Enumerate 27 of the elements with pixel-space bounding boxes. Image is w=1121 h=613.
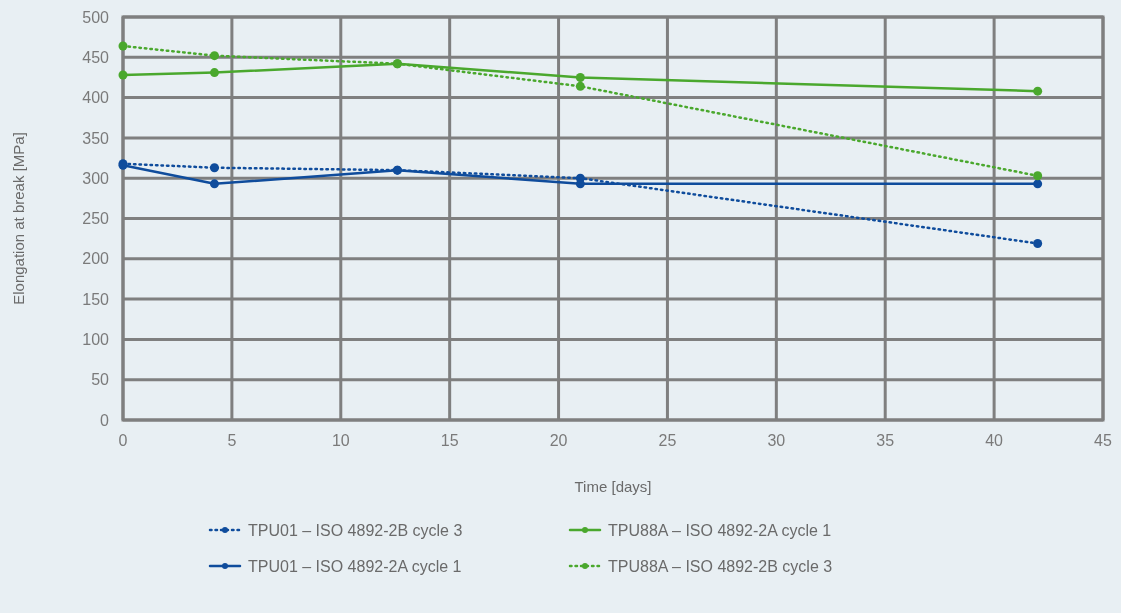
x-tick-label: 10 — [331, 432, 350, 449]
y-axis-title: Elongation at break [MPa] — [10, 132, 27, 305]
y-tick-label: 300 — [82, 169, 110, 187]
x-tick-label: 40 — [985, 432, 1004, 449]
legend-label: TPU88A – ISO 4892-2B cycle 3 — [608, 557, 833, 575]
legend-label: TPU01 – ISO 4892-2A cycle 1 — [248, 557, 462, 575]
x-axis-title: Time [days] — [574, 478, 652, 495]
y-tick-label: 50 — [91, 371, 110, 389]
y-tick-label: 350 — [82, 129, 110, 147]
y-tick-label: 150 — [82, 290, 110, 308]
y-tick-label: 400 — [82, 89, 110, 107]
y-tick-label: 450 — [82, 48, 110, 66]
y-tick-label: 200 — [82, 250, 110, 268]
y-tick-label: 0 — [100, 411, 110, 429]
y-tick-label: 250 — [82, 210, 110, 228]
x-tick-label: 35 — [876, 432, 895, 449]
x-tick-label: 45 — [1094, 432, 1112, 449]
x-tick-label: 25 — [658, 432, 677, 449]
legend-label: TPU01 – ISO 4892-2B cycle 3 — [248, 521, 463, 539]
x-tick-label: 5 — [227, 432, 237, 449]
y-tick-label: 500 — [82, 8, 110, 26]
x-tick-label: 0 — [118, 432, 128, 449]
y-tick-label: 100 — [82, 331, 110, 348]
x-tick-label: 20 — [549, 432, 568, 449]
legend-label: TPU88A – ISO 4892-2A cycle 1 — [608, 521, 832, 539]
x-tick-label: 30 — [767, 432, 786, 449]
x-tick-label: 15 — [440, 432, 459, 449]
